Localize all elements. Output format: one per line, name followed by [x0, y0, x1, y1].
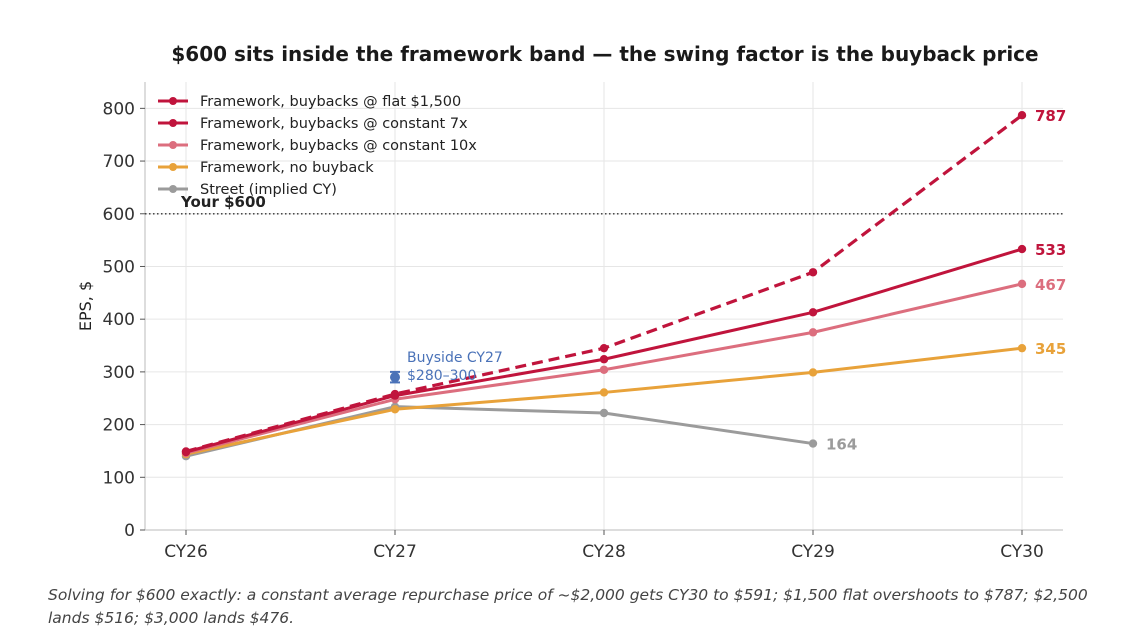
buyside-annotation: Buyside CY27 $280–300 [390, 350, 503, 384]
legend-swatch-marker [169, 141, 177, 149]
y-tick-label: 600 [103, 205, 135, 225]
legend: Framework, buybacks @ flat $1,500 Framewo… [158, 94, 477, 198]
y-tick-label: 300 [103, 363, 135, 383]
legend-swatch-marker [169, 185, 177, 193]
data-point [808, 439, 818, 448]
series-group [181, 111, 1027, 461]
x-tick-label: CY27 [373, 542, 417, 562]
data-point [808, 328, 818, 337]
legend-item: Framework, buybacks @ constant 10x [158, 138, 477, 154]
x-tick-label: CY30 [1000, 542, 1044, 562]
footnote: Solving for $600 exactly: a constant ave… [48, 586, 1088, 627]
x-tick-label: CY28 [582, 542, 626, 562]
data-point [1017, 343, 1027, 353]
y-tick-label: 800 [103, 99, 135, 119]
data-point [1017, 279, 1027, 289]
y-axis-label: EPS, $ [76, 281, 95, 331]
legend-label: Street (implied CY) [200, 182, 337, 198]
legend-item: Framework, buybacks @ flat $1,500 [158, 94, 461, 110]
legend-label: Framework, buybacks @ flat $1,500 [200, 94, 461, 110]
data-point [1017, 111, 1027, 120]
x-tick-label: CY29 [791, 542, 835, 562]
series-line [185, 405, 814, 458]
y-tick-label: 700 [103, 152, 135, 172]
legend-item: Framework, no buyback [158, 160, 374, 176]
annotation-point [390, 372, 400, 383]
chart: 0 100 200 300 400 500 600 700 800 CY26 CY27 CY28 CY2… [76, 82, 1066, 562]
legend-swatch-marker [169, 97, 177, 105]
end-value-label: 787 [1035, 107, 1066, 125]
data-point [390, 389, 400, 399]
end-value-label: 533 [1035, 241, 1066, 259]
y-tick-label: 500 [103, 257, 135, 277]
y-tick-label: 0 [124, 521, 135, 541]
legend-swatch-marker [169, 163, 177, 171]
data-point [1017, 244, 1027, 254]
data-point [808, 368, 818, 377]
y-tick-label: 400 [103, 310, 135, 330]
data-point [599, 388, 609, 397]
y-tick-label: 100 [103, 468, 135, 488]
legend-swatch-marker [169, 119, 177, 127]
data-point [390, 405, 400, 414]
data-point [599, 365, 609, 374]
legend-item: Framework, buybacks @ constant 7x [158, 116, 468, 132]
reference-line-label: Your $600 [180, 193, 266, 211]
data-point [808, 268, 818, 277]
data-point [181, 447, 191, 456]
legend-label: Framework, no buyback [200, 160, 374, 176]
annotation-label: Buyside CY27 [407, 350, 503, 366]
annotation-label: $280–300 [407, 368, 476, 384]
end-value-label: 345 [1035, 340, 1066, 358]
chart-title: $600 sits inside the framework band — th… [171, 42, 1039, 66]
legend-label: Framework, buybacks @ constant 10x [200, 138, 477, 154]
end-value-label: 164 [826, 436, 857, 454]
legend-label: Framework, buybacks @ constant 7x [200, 116, 468, 132]
x-tick-label: CY26 [164, 542, 208, 562]
data-point [599, 355, 609, 364]
legend-item: Street (implied CY) [158, 182, 337, 198]
data-point [599, 343, 609, 353]
data-point [808, 308, 818, 317]
data-point [599, 408, 609, 418]
end-value-label: 467 [1035, 276, 1066, 294]
y-tick-label: 200 [103, 416, 135, 436]
